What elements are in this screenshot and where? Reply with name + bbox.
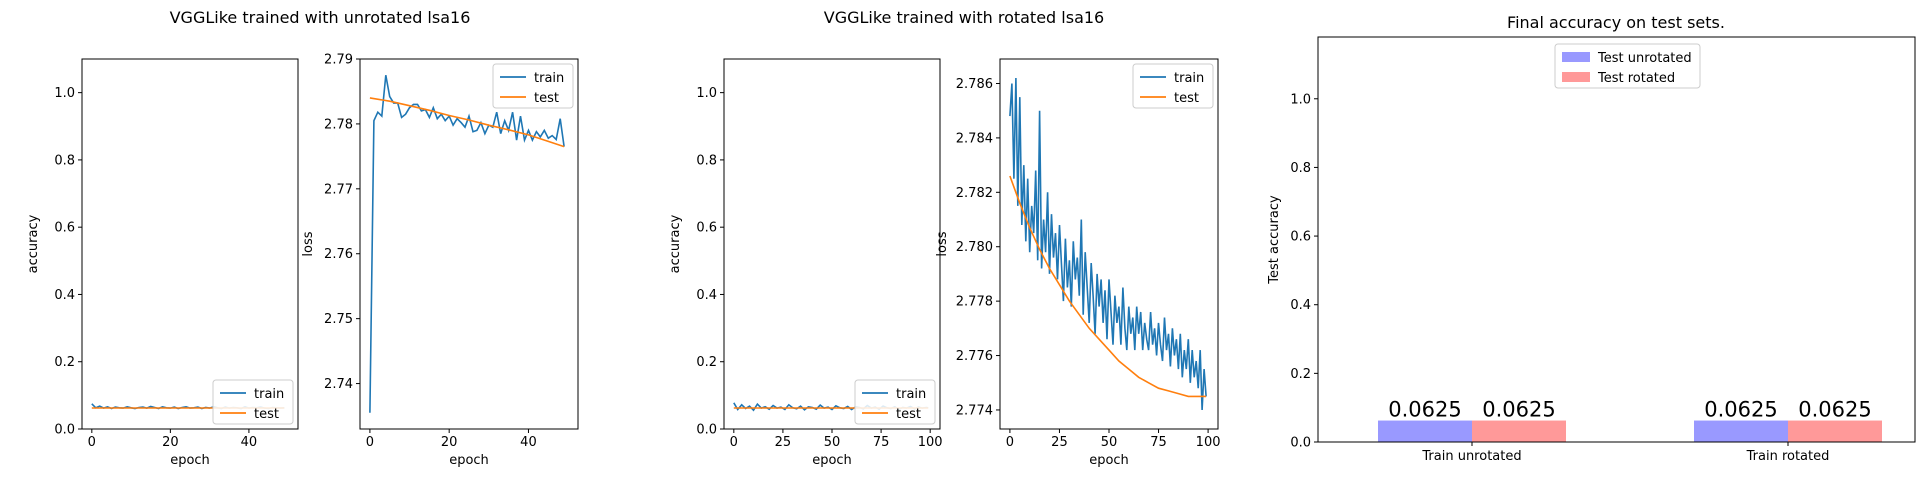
chart3-x-axis-label: epoch (812, 453, 852, 468)
chart2-legend-test-label: test (534, 91, 559, 106)
chart2-y-tick-label: 2.75 (324, 312, 353, 327)
chart1-y-tick-label: 1.0 (54, 86, 75, 101)
chart2-axes-frame (359, 58, 579, 430)
chart2-x-tick-label: 0 (366, 435, 374, 450)
chart4-test-line (1009, 175, 1207, 398)
chart1-y-axis-label: accuracy (26, 214, 41, 273)
chart2-legend-train-label: train (534, 71, 564, 86)
chart2-y-tick-label: 2.78 (324, 117, 353, 132)
chart2-train-line (369, 75, 565, 413)
chart1-y-tick-label: 0.6 (54, 221, 75, 236)
chart3-legend-test-label: test (896, 407, 921, 422)
bar-y-tick-label: 0.8 (1290, 161, 1311, 176)
chart1-x-tick-label: 0 (88, 435, 96, 450)
bar-y-tick-label: 0.2 (1290, 367, 1311, 382)
bar-y-tick-label: 0.0 (1290, 436, 1311, 451)
bar-category-label: Train rotated (1746, 449, 1830, 464)
chart1-y-tick-label: 0.0 (54, 423, 75, 438)
bar-legend-box (1554, 43, 1701, 89)
chart4-y-tick-label: 2.782 (956, 186, 993, 201)
bar-y-tick-label: 0.4 (1290, 298, 1311, 313)
chart4-x-tick-label: 0 (1006, 435, 1014, 450)
chart1-x-axis-label: epoch (170, 453, 210, 468)
chart4-y-tick-label: 2.776 (956, 349, 993, 364)
bar-y-tick-label: 1.0 (1290, 92, 1311, 107)
chart2-y-tick-label: 2.76 (324, 247, 353, 262)
chart2-y-tick-label: 2.77 (324, 182, 353, 197)
chart2-x-tick-label: 40 (520, 435, 537, 450)
chart1-y-tick-label: 0.4 (54, 288, 75, 303)
chart3-x-tick-label: 25 (775, 435, 792, 450)
bar-value-label: 0.0625 (1388, 398, 1461, 422)
chart2-x-axis-label: epoch (449, 453, 489, 468)
bar-test-rotated (1472, 420, 1566, 442)
chart3-y-tick-label: 1.0 (696, 86, 717, 101)
chart4-y-tick-label: 2.778 (956, 295, 993, 310)
chart3-y-tick-label: 0.2 (696, 355, 717, 370)
chart2-y-tick-label: 2.79 (324, 53, 353, 68)
bar-legend-swatch (1562, 52, 1590, 62)
chart4-legend-test-label: test (1174, 91, 1199, 106)
chart1-axes-frame (81, 58, 299, 430)
chart2-y-tick-label: 2.74 (324, 377, 353, 392)
chart3-x-tick-label: 50 (824, 435, 841, 450)
chart4-y-tick-label: 2.774 (956, 403, 993, 418)
chart3-x-tick-label: 100 (918, 435, 943, 450)
chart4-x-tick-label: 50 (1101, 435, 1118, 450)
chart3-x-tick-label: 75 (873, 435, 890, 450)
bar-test-rotated (1788, 420, 1882, 442)
chart4-y-axis-label: loss (935, 231, 950, 256)
chart4-legend-train-label: train (1174, 71, 1204, 86)
chart4-x-tick-label: 100 (1196, 435, 1221, 450)
chart1-x-tick-label: 20 (162, 435, 179, 450)
chart4-axes-frame (999, 58, 1219, 430)
chart3-legend-train-label: train (896, 387, 926, 402)
chart1-legend-train-label: train (254, 387, 284, 402)
chart1-y-tick-label: 0.2 (54, 355, 75, 370)
bar-value-label: 0.0625 (1482, 398, 1555, 422)
chart4-y-tick-label: 2.786 (956, 77, 993, 92)
group-title-rotated: VGGLike trained with rotated lsa16 (824, 8, 1104, 27)
chart1-y-tick-label: 0.8 (54, 153, 75, 168)
bar-axes-frame (1317, 36, 1916, 443)
bar-legend-label: Test unrotated (1597, 51, 1692, 66)
chart4-train-line (1009, 77, 1207, 411)
bar-test-unrotated (1378, 420, 1472, 442)
chart3-axes-frame (723, 58, 941, 430)
bar-legend-label: Test rotated (1597, 71, 1675, 86)
chart3-y-tick-label: 0.8 (696, 153, 717, 168)
chart4-y-tick-label: 2.780 (956, 240, 993, 255)
chart4-x-axis-label: epoch (1089, 453, 1129, 468)
group-title-unrotated: VGGLike trained with unrotated lsa16 (170, 8, 471, 27)
chart3-y-tick-label: 0.4 (696, 288, 717, 303)
bar-y-tick-label: 0.6 (1290, 230, 1311, 245)
bar-category-label: Train unrotated (1421, 449, 1521, 464)
chart2-y-axis-label: loss (301, 231, 316, 256)
chart3-x-tick-label: 0 (730, 435, 738, 450)
chart4-x-tick-label: 25 (1051, 435, 1068, 450)
chart3-y-axis-label: accuracy (668, 214, 683, 273)
chart1-legend-test-label: test (254, 407, 279, 422)
chart3-y-tick-label: 0.0 (696, 423, 717, 438)
bar-chart-title: Final accuracy on test sets. (1507, 13, 1725, 32)
bar-test-unrotated (1694, 420, 1788, 442)
bar-y-axis-label: Test accuracy (1267, 195, 1282, 285)
chart4-x-tick-label: 75 (1150, 435, 1167, 450)
chart2-test-line (369, 97, 565, 148)
bar-value-label: 0.0625 (1798, 398, 1871, 422)
bar-value-label: 0.0625 (1704, 398, 1777, 422)
chart4-y-tick-label: 2.784 (956, 131, 993, 146)
bar-legend-swatch (1562, 72, 1590, 82)
chart3-y-tick-label: 0.6 (696, 221, 717, 236)
chart2-x-tick-label: 20 (441, 435, 458, 450)
chart1-x-tick-label: 40 (241, 435, 258, 450)
